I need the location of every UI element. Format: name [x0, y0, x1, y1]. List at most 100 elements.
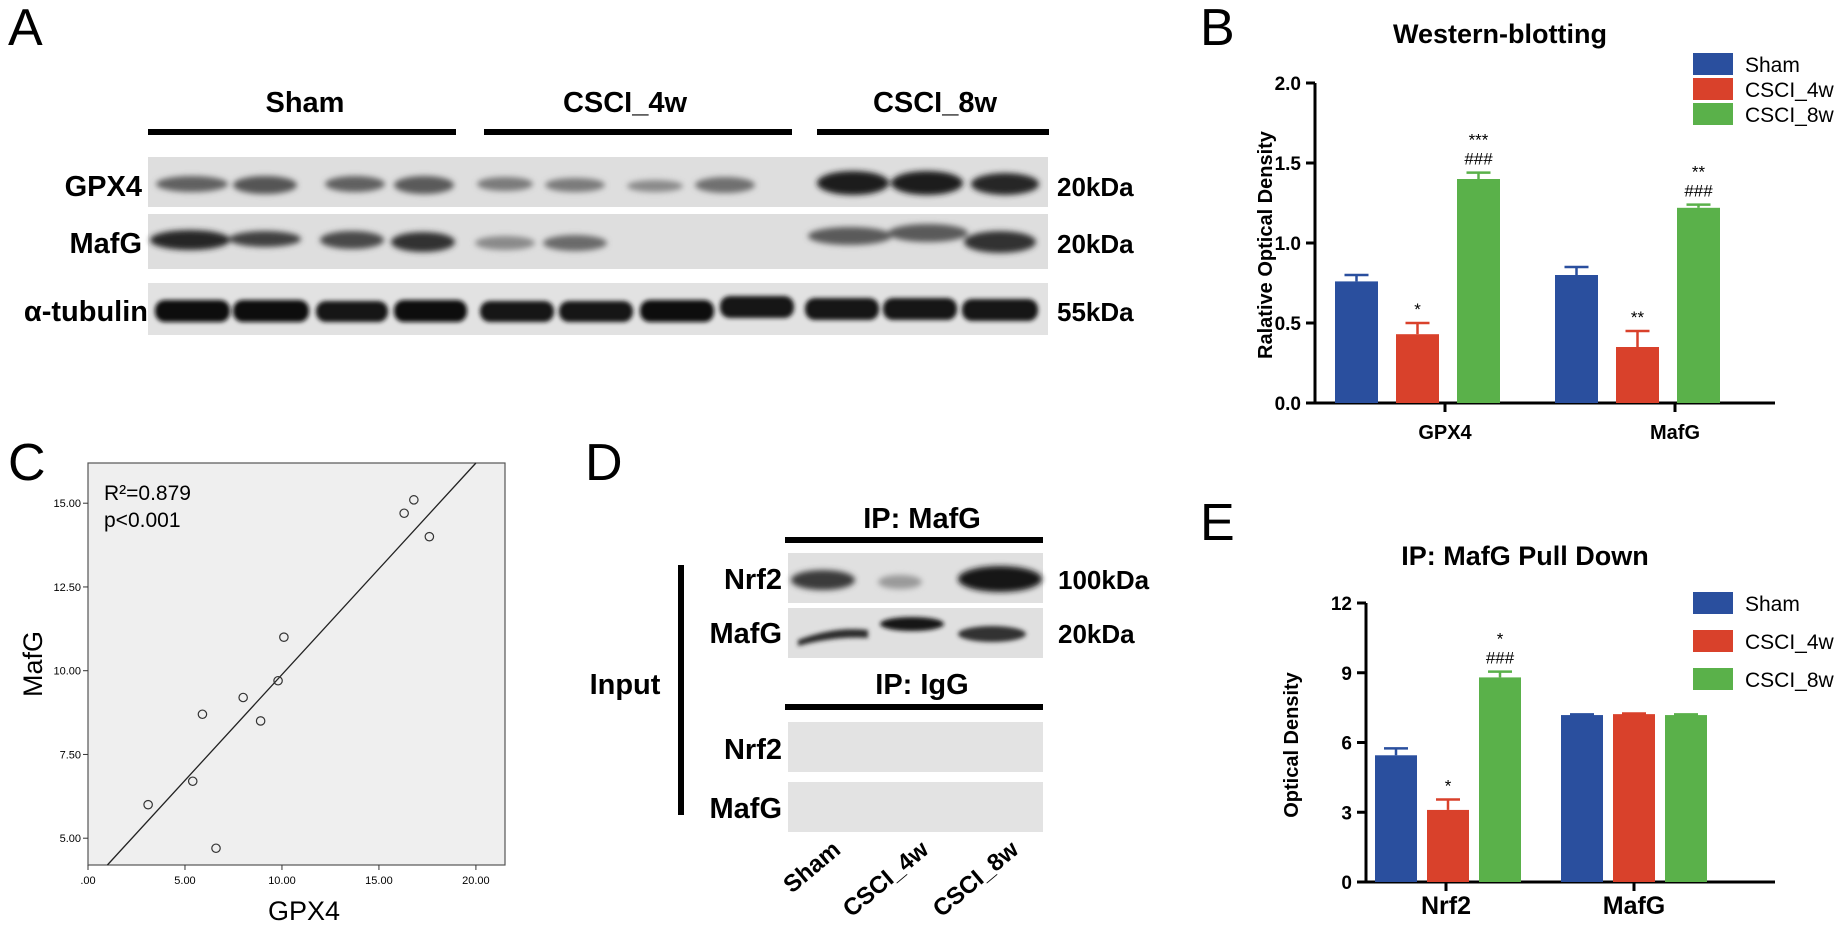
panel-b: B Western-blotting Ralative Optical Dens… [1200, 0, 1835, 444]
chart-e-title: IP: MafG Pull Down [1401, 541, 1649, 571]
bar [1457, 179, 1500, 403]
bar [1479, 677, 1521, 882]
category-label: MafG [1603, 892, 1666, 920]
y-tick-label: 6 [1341, 734, 1352, 755]
kda-mafg: 20kDa [1057, 229, 1134, 259]
bar [1616, 347, 1659, 403]
legend-swatch [1693, 53, 1733, 75]
y-tick-label: 1.0 [1275, 234, 1301, 255]
group-label-sham: Sham [266, 87, 345, 119]
panel-e-letter: E [1200, 494, 1235, 552]
y-tick-label: 2.0 [1275, 74, 1301, 95]
chart-b-title: Western-blotting [1393, 19, 1607, 49]
bar [1427, 809, 1469, 882]
fit-line [106, 462, 477, 866]
scatter-point [424, 531, 435, 542]
scatter-point [211, 843, 221, 854]
panel-d-letter: D [585, 434, 623, 492]
chart-c-plot-area [87, 462, 506, 866]
scatter-point [238, 692, 248, 703]
legend-swatch [1693, 592, 1733, 614]
ip-mafg-bar [785, 537, 1043, 543]
y-tick-label: 0.0 [1275, 394, 1301, 415]
legend-swatch [1693, 78, 1733, 100]
y-tick-label: 15.00 [53, 498, 81, 510]
x-tick-label: 20.00 [462, 875, 490, 887]
legend-label: CSCI_4w [1745, 631, 1835, 654]
scatter-point [143, 799, 153, 810]
y-tick-label: 5.00 [60, 833, 81, 845]
bar [1613, 714, 1655, 882]
d-lane-csci4w: CSCI_4w [838, 836, 934, 923]
chart-c-p: p<0.001 [104, 509, 181, 532]
d-row-nrf2-top: Nrf2 [724, 564, 782, 596]
y-tick-label: 12.50 [53, 582, 81, 594]
bar [1561, 715, 1603, 882]
d-lane-csci8w: CSCI_8w [928, 836, 1024, 923]
chart-e-ylabel: Optical Density [1281, 671, 1303, 817]
panel-c-letter: C [8, 434, 46, 492]
bar [1665, 715, 1707, 882]
scatter-point [409, 495, 419, 505]
significance-label: ### [1486, 649, 1515, 668]
legend-swatch [1693, 668, 1733, 690]
scatter-point [255, 716, 266, 726]
blot-alpha-tubulin [148, 283, 1048, 335]
x-tick-label: 15.00 [365, 875, 393, 887]
chart-c-r2: R²=0.879 [104, 482, 191, 505]
row-label-gpx4: GPX4 [65, 171, 142, 203]
chart-c-xlabel: GPX4 [268, 896, 340, 926]
d-row-nrf2-bottom: Nrf2 [724, 734, 782, 766]
group-bar-csci4w [484, 129, 792, 135]
significance-label: ### [1464, 150, 1493, 169]
category-label: GPX4 [1418, 422, 1472, 444]
blot-ip-igg-mafg [788, 782, 1043, 832]
bar [1555, 275, 1598, 403]
chart-c-ylabel: MafG [18, 631, 48, 697]
d-kda-mafg: 20kDa [1058, 619, 1135, 649]
bar [1677, 207, 1720, 403]
row-label-mafg: MafG [70, 228, 143, 260]
d-row-mafg-bottom: MafG [710, 793, 783, 825]
y-tick-label: 0 [1341, 873, 1352, 894]
x-tick-label: .00 [80, 875, 95, 887]
ip-igg-bar [785, 704, 1043, 710]
chart-b-ylabel: Ralative Optical Density [1255, 130, 1277, 359]
blot-ip-mafg-mafg [788, 608, 1043, 658]
category-label: Nrf2 [1421, 892, 1471, 920]
d-row-mafg-top: MafG [710, 618, 783, 650]
panel-c: C R²=0.879 p<0.001 GPX4 MafG .00 5.00 10.0… [8, 434, 506, 926]
significance-label: ** [1631, 308, 1645, 327]
x-tick-label: 5.00 [174, 875, 195, 887]
chart-c: .00 5.00 10.00 15.00 20.00 5.00 7.50 10.00 12.50… [53, 462, 490, 887]
legend-label: CSCI_4w [1745, 79, 1835, 102]
chart-b: 0.00.51.01.52.0GPX4****###MafG****###Sha… [1275, 53, 1835, 444]
ip-mafg-label: IP: MafG [863, 503, 981, 535]
input-label: Input [590, 669, 661, 701]
group-bar-sham [148, 129, 456, 135]
significance-label: * [1445, 776, 1452, 795]
blot-gpx4 [148, 157, 1048, 207]
y-tick-label: 9 [1341, 664, 1352, 685]
legend-label: Sham [1745, 593, 1800, 616]
blot-ip-igg-nrf2 [788, 722, 1043, 772]
bar [1375, 755, 1417, 882]
scatter-point [273, 675, 283, 686]
group-bar-csci8w [817, 129, 1049, 135]
panel-b-letter: B [1200, 0, 1235, 57]
row-label-alpha-tubulin: α-tubulin [24, 296, 148, 328]
significance-label: * [1414, 300, 1421, 319]
y-tick-label: 7.50 [60, 749, 81, 761]
scatter-point [399, 508, 409, 519]
significance-label: ### [1684, 182, 1713, 201]
d-kda-nrf2: 100kDa [1058, 565, 1150, 595]
scatter-point [187, 776, 198, 787]
group-label-csci8w: CSCI_8w [873, 87, 998, 119]
legend-swatch [1693, 103, 1733, 125]
blot-ip-mafg-nrf2 [788, 553, 1043, 603]
kda-alpha-tubulin: 55kDa [1057, 297, 1134, 327]
legend-label: CSCI_8w [1745, 669, 1835, 692]
group-label-csci4w: CSCI_4w [563, 87, 688, 119]
